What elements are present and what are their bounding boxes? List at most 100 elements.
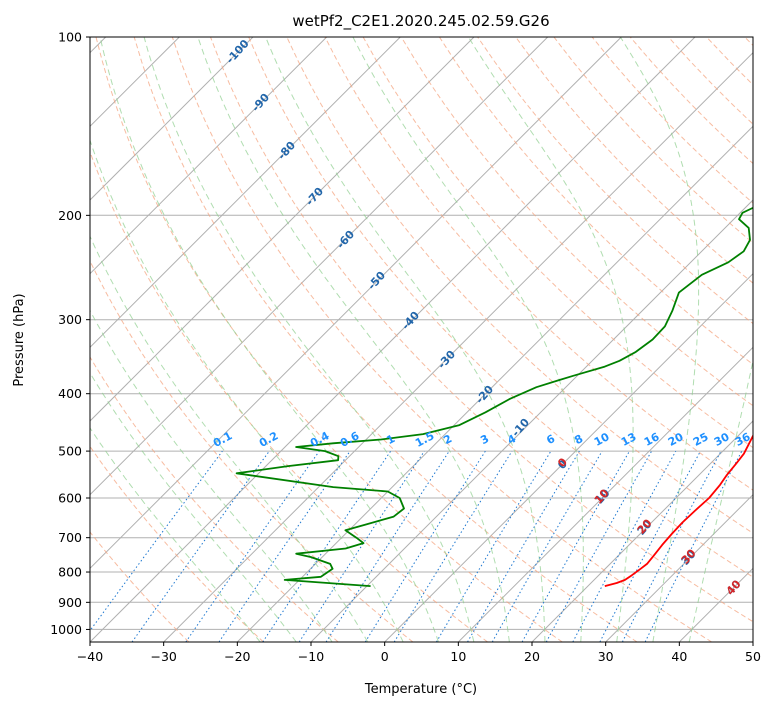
mixing-ratio-label: 0.6	[338, 429, 362, 450]
moist-adiabat	[688, 358, 753, 642]
mixing-ratio-label: 30	[712, 430, 732, 449]
mixing-ratio-label: 3	[478, 432, 491, 447]
mixing-ratio-label: 2	[441, 432, 454, 447]
dry-adiabat	[553, 37, 753, 244]
mixing-ratio-label: 36	[733, 430, 753, 449]
mixing-ratio-label: 16	[642, 430, 662, 449]
isotherm-gridline	[90, 37, 549, 496]
isotherm-gridline	[384, 272, 753, 642]
dry-adiabat	[400, 37, 753, 407]
mixing-ratio-line	[644, 450, 743, 642]
dry-adiabat	[171, 37, 712, 642]
dry-adiabat	[90, 445, 264, 642]
moist-adiabat	[619, 37, 700, 642]
mixing-ratio-line	[90, 450, 223, 632]
background-lines	[90, 37, 753, 642]
moist-adiabat-label: 20	[635, 516, 655, 536]
moist-adiabat	[143, 37, 475, 642]
mixing-ratio-line	[599, 450, 701, 642]
y-tick-label: 700	[58, 530, 82, 545]
moist-adiabat	[90, 371, 297, 642]
isotherm-gridline	[163, 51, 753, 642]
isotherm-gridline	[310, 199, 753, 642]
isotherm-gridline	[90, 37, 401, 349]
isotherm-gridline	[90, 37, 622, 570]
mixing-ratio-label: 13	[619, 430, 639, 449]
dewpoint-profile	[235, 206, 753, 587]
moist-adiabat	[265, 37, 546, 642]
dry-adiabat	[90, 259, 414, 642]
moist-adiabat	[467, 37, 634, 642]
mixing-ratio-label: 10	[592, 430, 612, 449]
dry-adiabat-label: -100	[224, 37, 252, 66]
dry-adiabat	[248, 37, 753, 578]
mixing-ratio-line	[131, 450, 270, 642]
isotherm-gridline	[605, 493, 753, 642]
x-tick-label: 10	[450, 649, 466, 664]
moist-adiabat	[90, 427, 261, 642]
mixing-ratio-line	[545, 450, 653, 642]
x-tick-label: 0	[381, 649, 389, 664]
y-axis-label: Pressure (hPa)	[12, 293, 27, 386]
isotherm-gridline	[90, 37, 254, 201]
moist-adiabat	[90, 138, 404, 642]
mixing-ratio-line	[298, 450, 425, 642]
x-tick-label: −10	[298, 649, 324, 664]
moist-adiabat	[99, 37, 439, 642]
y-tick-label: 600	[58, 491, 82, 506]
x-axis: −40 −30 −20 −10 0 10 20 30 40 50	[77, 642, 761, 664]
mixing-ratio-line	[185, 450, 320, 642]
moist-adiabat-label: 30	[679, 546, 699, 566]
temperature-profile	[604, 433, 753, 587]
dry-adiabat-label: -50	[365, 269, 388, 293]
y-tick-label: 400	[58, 386, 82, 401]
y-tick-label: 800	[58, 565, 82, 580]
plot-frame	[89, 36, 754, 643]
dry-adiabat	[90, 531, 190, 642]
dry-adiabat	[438, 37, 753, 366]
dry-adiabat	[133, 37, 638, 642]
y-tick-label: 300	[58, 312, 82, 327]
isotherm-gridline	[457, 346, 753, 642]
y-tick-label: 100	[58, 30, 82, 45]
mixing-ratio-label: 0.2	[257, 429, 280, 450]
dry-adiabat	[90, 150, 488, 642]
mixing-ratio-label: 0.1	[211, 429, 234, 450]
y-tick-label: 1000	[50, 622, 82, 637]
mixing-ratio-label: 0.4	[308, 429, 332, 450]
isotherm-gridline	[236, 125, 753, 642]
dry-adiabat	[706, 37, 753, 86]
dry-adiabat	[210, 37, 753, 623]
isotherm-gridline	[90, 37, 475, 422]
mixing-ratio-line	[325, 450, 450, 642]
y-tick-label: 900	[58, 595, 82, 610]
dry-adiabat	[324, 37, 753, 491]
x-tick-label: 20	[524, 649, 540, 664]
dry-adiabat	[362, 37, 753, 449]
mixing-ratio-label: 1	[384, 432, 397, 447]
x-axis-label: Temperature (°C)	[364, 682, 477, 697]
mixing-ratio-line	[521, 450, 630, 642]
x-tick-label: −20	[224, 649, 250, 664]
moist-adiabat	[90, 235, 369, 642]
mixing-ratio-line	[262, 450, 392, 642]
y-axis: 100 200 300 400 500 600 700 800 900 1000	[50, 30, 90, 637]
isotherm-gridline	[531, 420, 753, 642]
mixing-ratio-line	[218, 450, 351, 642]
x-tick-label: −30	[150, 649, 176, 664]
mixing-ratio-line	[572, 450, 677, 642]
chart-title: wetPf2_C2E1.2020.245.02.59.G26	[292, 12, 549, 31]
moist-adiabat-label: 10	[592, 486, 612, 506]
isotherm-gridline	[752, 641, 753, 642]
moist-adiabat	[352, 37, 584, 642]
x-tick-label: 30	[598, 649, 614, 664]
mixing-ratio-line	[393, 450, 513, 642]
mixing-ratio-label: 25	[691, 430, 711, 449]
mixing-ratio-label: 20	[666, 430, 686, 449]
y-tick-label: 200	[58, 208, 82, 223]
dry-adiabat	[744, 37, 753, 47]
x-tick-label: 50	[745, 649, 761, 664]
dry-adiabat	[90, 356, 339, 642]
mixing-ratio-label: 8	[572, 432, 585, 447]
